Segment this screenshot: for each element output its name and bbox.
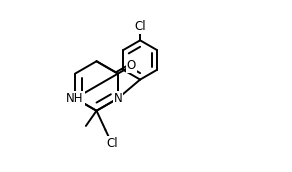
Text: O: O [127, 60, 136, 72]
Text: Cl: Cl [106, 137, 118, 150]
Text: Cl: Cl [134, 20, 146, 33]
Text: N: N [114, 92, 122, 105]
Text: NH: NH [66, 92, 84, 105]
